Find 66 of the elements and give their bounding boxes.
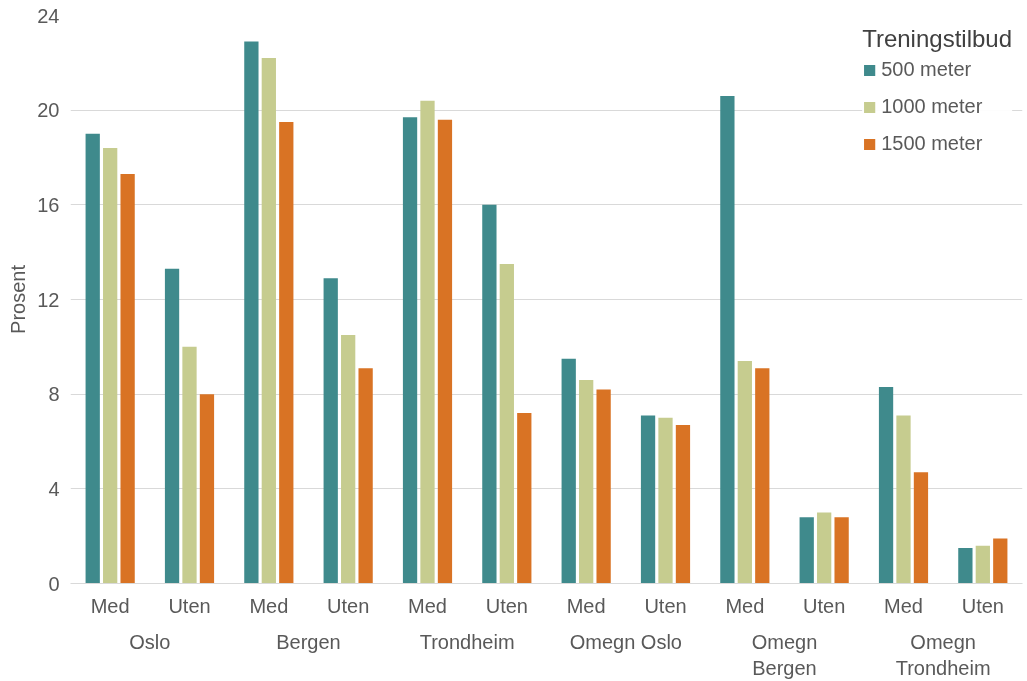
x-tick-label: Uten [803,594,846,617]
y-tick-label: 0 [48,572,60,595]
y-tick-label: 20 [37,99,60,122]
bar [737,361,752,584]
x-tick-label: Med [884,594,923,617]
bar [358,368,373,584]
bar [420,100,435,584]
x-tick-label: Med [90,594,130,617]
bar [896,415,911,584]
bar [261,58,276,584]
bar [103,148,118,584]
bar [993,538,1008,584]
bar [834,517,849,584]
bar [720,95,735,584]
y-tick-label: 24 [37,4,60,27]
bar [799,517,814,584]
bar [120,174,135,584]
bar [878,387,894,584]
y-tick-label: 4 [48,477,60,500]
bar [199,394,215,584]
bar [341,335,356,584]
bar [975,545,990,584]
y-axis-title: Prosent [7,264,30,334]
bar [579,379,594,584]
text: Oslo [129,630,171,653]
bar [164,268,180,584]
bar [517,413,532,584]
bar [244,41,259,584]
y-tick-label: 12 [37,288,60,311]
bar [279,122,294,584]
bar [913,472,929,584]
text: Omegn Oslo [569,630,682,653]
y-tick-label: 8 [48,383,60,406]
bar [596,389,611,584]
bar [323,278,338,584]
bar [817,512,832,584]
x-tick-label: Uten [644,594,687,617]
legend-label: 1000 meter [881,95,983,118]
x-tick-label: Uten [327,594,370,617]
bar [437,119,453,584]
text: Omegn Trondheim [895,630,991,679]
bar [182,346,197,584]
y-tick-label: 16 [37,193,60,216]
legend-label: 500 meter [881,58,972,81]
bar [561,358,576,584]
bar [85,133,100,584]
x-tick-label: Med [566,594,606,617]
legend-label: 1500 meter [881,132,983,155]
bar [499,264,514,584]
bar [675,424,691,584]
x-tick-label: Uten [961,594,1004,617]
x-tick-label: Uten [168,594,211,617]
text: Omegn Bergen [751,630,818,679]
text: Trondheim [419,630,515,653]
bar [958,548,973,584]
x-tick-label: Med [249,594,289,617]
bar [402,117,418,584]
text: Bergen [276,630,341,653]
legend-title: Treningstilbud [862,25,1012,53]
bar [755,368,770,584]
bar [658,417,673,584]
x-tick-label: Med [408,594,447,617]
bar [640,415,656,584]
x-tick-label: Med [725,594,765,617]
bar [482,204,497,584]
x-tick-label: Uten [485,594,528,617]
